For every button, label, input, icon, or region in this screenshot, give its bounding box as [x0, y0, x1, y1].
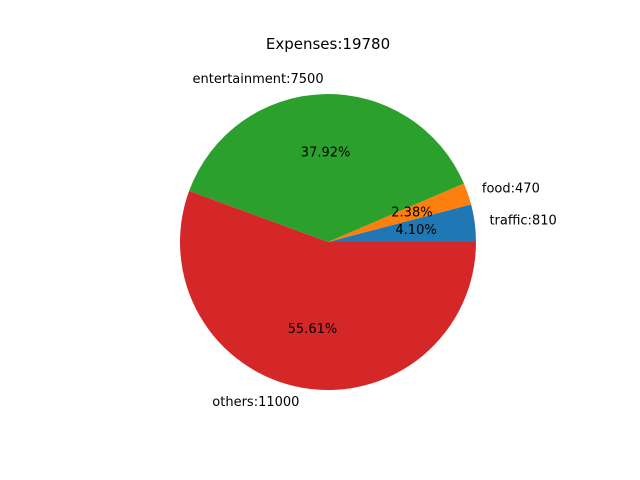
- slice-percent-others: 55.61%: [288, 322, 338, 337]
- pie-slices: [180, 94, 477, 391]
- pie-slice-traffic: [328, 204, 476, 242]
- slice-percent-entertainment: 37.92%: [301, 146, 351, 161]
- slice-percent-traffic: 4.10%: [395, 223, 436, 238]
- pie-labels: traffic:810 4.10% food:470 2.38% entertainme…: [193, 72, 557, 410]
- slice-percent-food: 2.38%: [391, 206, 432, 221]
- pie-slice-entertainment: [189, 94, 464, 242]
- slice-label-others: others:11000: [212, 395, 299, 410]
- slice-label-traffic: traffic:810: [489, 214, 556, 229]
- slice-label-food: food:470: [482, 181, 540, 196]
- slice-label-entertainment: entertainment:7500: [193, 72, 324, 87]
- pie-slice-others: [180, 190, 477, 391]
- chart-title: Expenses:19780: [266, 35, 390, 53]
- pie-slice-food: [328, 183, 472, 242]
